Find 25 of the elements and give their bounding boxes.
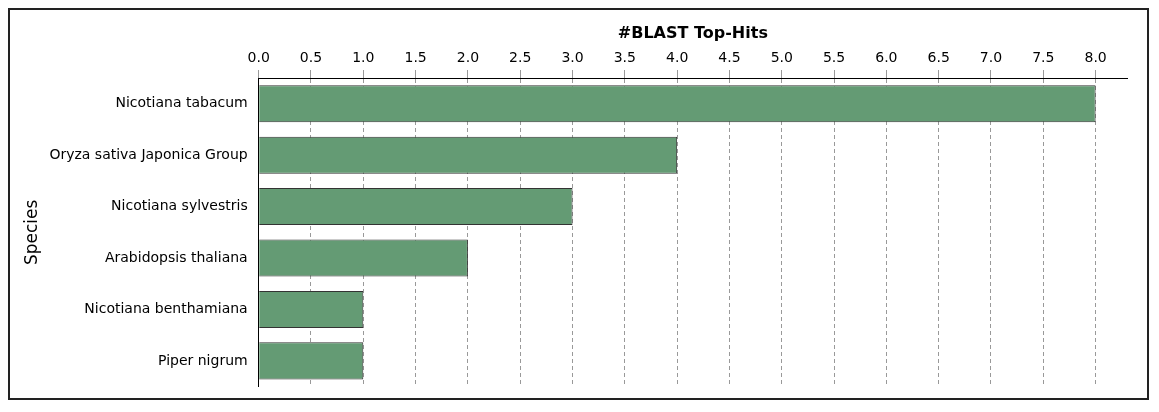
x-tick-label: 7.0 [979, 49, 1003, 66]
x-tick-label: 5.5 [822, 49, 846, 66]
x-tick-label: 6.5 [927, 49, 950, 66]
x-tick-label: 6.0 [875, 49, 898, 66]
x-tick-label: 5.0 [770, 49, 793, 66]
x-tick-label: 2.5 [509, 49, 532, 66]
y-tick-label: Nicotiana benthamiana [84, 300, 248, 317]
x-tick-label: 8.0 [1084, 49, 1107, 66]
y-tick-label: Nicotiana tabacum [115, 94, 248, 111]
y-tick-label: Oryza sativa Japonica Group [49, 145, 248, 162]
x-axis-title: #BLAST Top-Hits [617, 22, 768, 42]
x-tick-label: 3.5 [613, 49, 636, 66]
x-tick-label: 7.5 [1032, 49, 1055, 66]
x-tick-label: 2.0 [456, 49, 480, 66]
y-tick-label: Piper nigrum [158, 351, 248, 368]
y-axis-title: Species [20, 199, 41, 266]
x-tick-label: 4.5 [718, 49, 741, 66]
x-tick-label: 1.5 [404, 49, 427, 66]
x-tick-label: 1.0 [352, 49, 375, 66]
y-tick-label: Arabidopsis thaliana [104, 248, 248, 265]
x-tick-label: 0.5 [299, 49, 323, 66]
x-tick-label: 4.0 [666, 49, 689, 66]
y-tick-label: Nicotiana sylvestris [111, 197, 248, 214]
x-tick-label: 0.0 [247, 49, 270, 66]
x-tick-label: 3.0 [561, 49, 584, 66]
